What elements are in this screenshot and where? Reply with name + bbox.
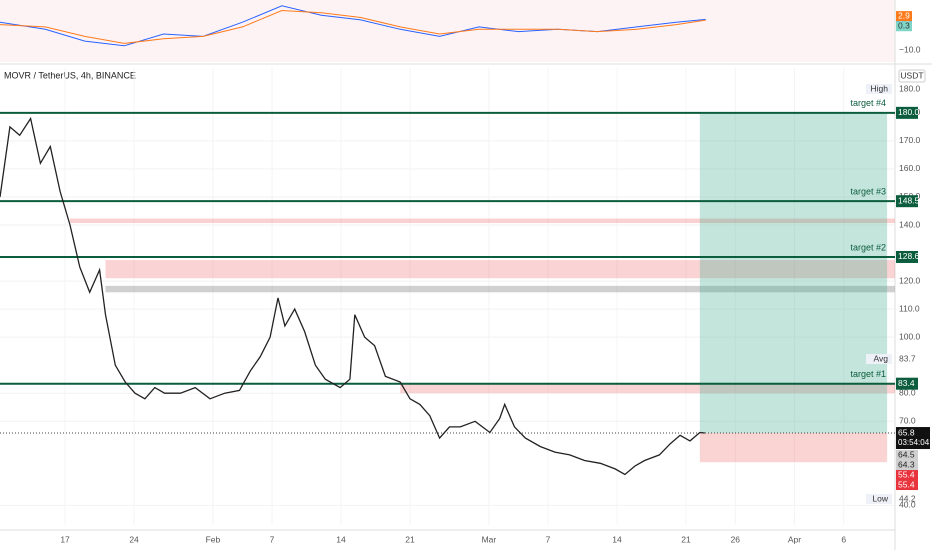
indicator-line xyxy=(0,9,706,44)
indicator-badge-label: 2.9 xyxy=(898,10,910,20)
histogram-badge-label: 0.3 xyxy=(898,20,910,30)
y-tick-label: 160.0 xyxy=(899,163,921,173)
y-tick-label: 170.0 xyxy=(899,135,921,145)
target-name: target #2 xyxy=(850,242,886,252)
zone xyxy=(69,218,896,224)
price-badge xyxy=(896,480,918,491)
target-badge-label: 128.6 xyxy=(898,251,920,261)
loss-zone xyxy=(699,433,888,463)
stat-name: High xyxy=(871,83,889,93)
x-tick-label: 6 xyxy=(841,534,846,544)
target-name: target #3 xyxy=(850,187,886,197)
currency-box xyxy=(898,69,926,83)
stat-name: Low xyxy=(872,493,888,503)
zone xyxy=(400,383,895,394)
zone xyxy=(105,285,895,293)
profit-zone xyxy=(699,112,888,434)
stat-box xyxy=(866,84,892,94)
target-badge-label: 148.5 xyxy=(898,195,920,205)
price-badge-label: 55.4 xyxy=(898,469,915,479)
histogram-badge xyxy=(896,21,912,32)
y-tick-label: 110.0 xyxy=(899,303,920,313)
currency: USDT xyxy=(900,70,923,80)
stat-value: 180.0 xyxy=(899,83,921,93)
target-name: target #1 xyxy=(850,369,886,379)
y-tick-label: 40.0 xyxy=(899,500,916,510)
chart-title: MOVR / TetherUS, 4h, BINANCE xyxy=(4,70,136,80)
x-tick-label: 24 xyxy=(129,534,139,544)
x-tick-label: 21 xyxy=(681,534,691,544)
y-tick-label: 120.0 xyxy=(899,275,921,285)
price-badge-label: 64.3 xyxy=(898,459,915,469)
x-tick-label: 17 xyxy=(60,534,70,544)
price-badge xyxy=(896,470,918,481)
stat-value: 44.2 xyxy=(899,493,916,503)
last-price-badge xyxy=(896,427,930,450)
price-badge xyxy=(896,460,918,471)
price-badge-label: 55.4 xyxy=(898,479,915,489)
x-tick-label: 14 xyxy=(336,534,346,544)
y-tick-label: 140.0 xyxy=(899,219,921,229)
target-badge xyxy=(896,377,918,390)
y-tick-label: 70.0 xyxy=(899,416,916,426)
x-tick-label: Feb xyxy=(206,534,221,544)
stat-box xyxy=(866,494,892,504)
zone xyxy=(105,260,895,279)
target-badge xyxy=(896,195,918,208)
target-badge xyxy=(896,250,918,263)
x-tick-label: 7 xyxy=(270,534,275,544)
price-badge-label: 64.5 xyxy=(898,449,915,459)
price-line xyxy=(0,116,705,476)
last-price-label: 65.8 xyxy=(898,427,915,437)
target-badge xyxy=(896,106,918,119)
indicator-panel xyxy=(0,0,895,62)
countdown: 03:54:04 xyxy=(898,438,930,447)
x-tick-label: 21 xyxy=(405,534,415,544)
stat-box xyxy=(866,354,892,364)
target-badge-label: 83.4 xyxy=(898,378,915,388)
x-tick-label: Apr xyxy=(788,534,801,544)
stat-value: 83.7 xyxy=(899,353,916,363)
indicator-tick-label: −10.0 xyxy=(899,45,921,55)
stat-name: Avg xyxy=(874,353,889,363)
x-tick-label: 7 xyxy=(546,534,551,544)
y-tick-label: 100.0 xyxy=(899,331,921,341)
target-name: target #4 xyxy=(850,98,886,108)
x-tick-label: 14 xyxy=(612,534,622,544)
indicator-badge xyxy=(896,11,912,22)
x-tick-label: Mar xyxy=(482,534,497,544)
price-badge xyxy=(896,450,918,461)
target-badge-label: 180.0 xyxy=(898,107,920,117)
y-tick-label: 80.0 xyxy=(899,387,916,397)
x-tick-label: 26 xyxy=(731,534,741,544)
